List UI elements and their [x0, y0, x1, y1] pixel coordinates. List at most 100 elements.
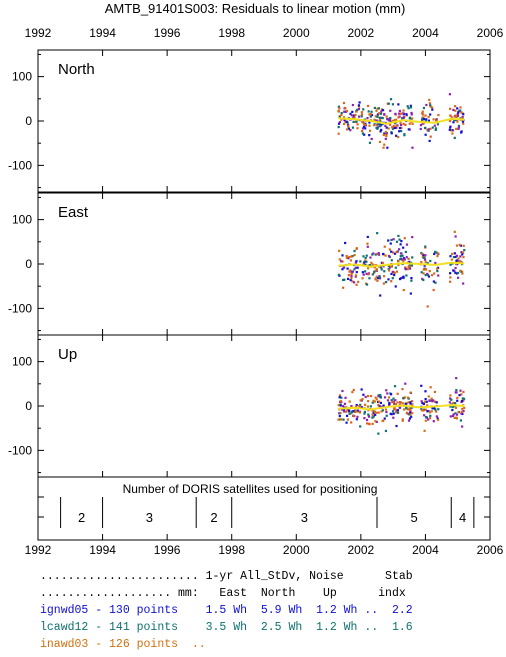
- data-point: [428, 411, 432, 414]
- data-point: [362, 393, 365, 396]
- data-point: [385, 389, 388, 392]
- data-point: [409, 411, 412, 414]
- data-point: [449, 255, 452, 258]
- data-point: [420, 384, 423, 387]
- data-point: [370, 137, 373, 141]
- data-point: [392, 416, 395, 419]
- panel-up: 100 0 -100 Up: [8, 334, 491, 478]
- data-point: [375, 275, 378, 278]
- data-point: [385, 134, 388, 138]
- data-point: [380, 128, 383, 131]
- data-point: [360, 115, 363, 118]
- data-point: [450, 398, 453, 401]
- data-point: [421, 402, 424, 405]
- data-point: [386, 392, 389, 395]
- data-point: [433, 390, 437, 394]
- data-point: [359, 260, 362, 263]
- data-point: [359, 403, 362, 406]
- data-point: [453, 105, 457, 108]
- data-point: [378, 276, 381, 279]
- data-point: [456, 114, 460, 118]
- data-point: [376, 126, 380, 129]
- data-point: [407, 107, 410, 110]
- data-point: [393, 252, 397, 255]
- data-point: [388, 266, 391, 269]
- residuals-chart: AMTB_91401S003: Residuals to linear moti…: [8, 1, 504, 557]
- data-point: [410, 264, 414, 267]
- data-point: [380, 261, 383, 264]
- data-point: [345, 109, 349, 113]
- data-point: [378, 405, 381, 408]
- top-tick-label: 2006: [477, 26, 504, 40]
- data-point: [355, 410, 358, 413]
- data-point: [400, 129, 403, 133]
- data-point: [453, 136, 456, 139]
- bottom-tick-label: 1998: [218, 543, 245, 557]
- data-point: [423, 414, 426, 417]
- data-point: [419, 127, 422, 131]
- data-point: [425, 118, 428, 121]
- data-point: [401, 402, 404, 405]
- data-point: [344, 396, 347, 399]
- panel-north: 100 0 -100 North: [8, 49, 491, 193]
- data-point: [453, 252, 456, 255]
- data-point: [348, 409, 351, 413]
- data-point: [393, 402, 396, 405]
- data-point: [348, 255, 351, 259]
- data-point: [437, 408, 440, 411]
- data-point: [421, 122, 424, 125]
- data-point: [433, 272, 436, 275]
- data-point: [456, 113, 459, 116]
- data-point: [392, 407, 396, 410]
- data-point: [455, 391, 458, 394]
- data-point: [437, 274, 440, 277]
- data-point: [402, 122, 405, 125]
- data-point: [355, 110, 358, 113]
- data-point: [455, 413, 459, 416]
- data-point: [429, 113, 432, 116]
- data-point: [368, 121, 371, 124]
- data-point: [382, 146, 385, 149]
- data-point: [455, 389, 458, 392]
- data-point: [389, 109, 392, 112]
- data-point: [401, 419, 404, 422]
- data-point: [459, 244, 462, 247]
- data-point: [428, 102, 432, 105]
- data-point: [454, 412, 457, 415]
- data-point: [375, 269, 378, 272]
- data-point: [350, 277, 353, 280]
- data-point: [432, 280, 435, 283]
- data-point: [431, 108, 434, 111]
- data-point: [398, 130, 401, 133]
- data-point: [410, 415, 413, 418]
- bottom-tick-label: 2002: [348, 543, 375, 557]
- data-point: [409, 408, 412, 412]
- data-point: [432, 399, 435, 402]
- data-point: [391, 401, 394, 404]
- data-point: [449, 415, 452, 418]
- data-point: [410, 400, 414, 403]
- data-point: [403, 258, 406, 261]
- data-point: [451, 252, 454, 256]
- data-point: [380, 268, 383, 271]
- data-point: [375, 420, 378, 424]
- data-point: [377, 107, 380, 110]
- data-point: [355, 120, 358, 123]
- data-point: [428, 417, 432, 420]
- data-point: [400, 117, 404, 120]
- data-point: [455, 377, 458, 380]
- data-point: [355, 403, 358, 407]
- data-point: [371, 409, 374, 412]
- data-point: [373, 270, 376, 273]
- data-point: [387, 268, 390, 271]
- data-point: [349, 269, 352, 272]
- data-point: [375, 411, 378, 414]
- data-point: [359, 425, 362, 428]
- data-point: [338, 249, 341, 252]
- bottom-x-axis: 1992 1994 1996 1998 2000 2002 2004 2006: [25, 543, 504, 557]
- top-tick-label: 1992: [25, 26, 52, 40]
- data-point: [424, 273, 427, 277]
- data-point: [421, 110, 424, 113]
- data-point: [398, 126, 402, 130]
- data-point: [396, 392, 399, 395]
